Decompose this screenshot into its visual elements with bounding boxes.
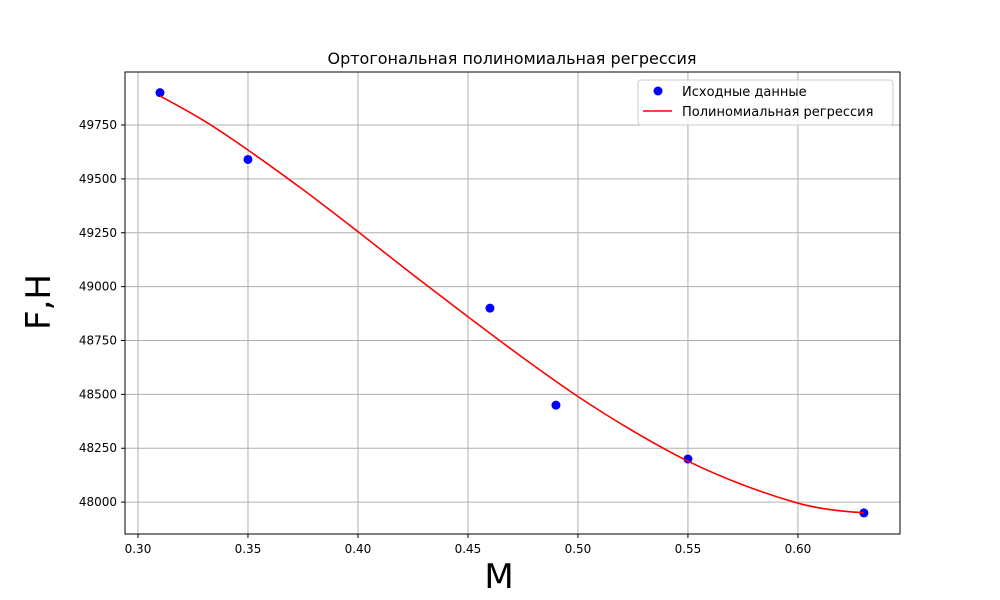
y-tick-label: 49750 [79, 118, 117, 132]
y-tick-label: 49250 [79, 226, 117, 240]
regression-line [159, 95, 865, 514]
x-tick-label: 0.40 [345, 542, 372, 556]
y-tick-label: 48750 [79, 333, 117, 347]
x-tick-label: 0.55 [675, 542, 702, 556]
data-point [551, 400, 561, 410]
grid [125, 72, 900, 534]
y-tick-label: 48000 [79, 495, 117, 509]
x-tick-label: 0.50 [565, 542, 592, 556]
x-tick-label: 0.30 [125, 542, 152, 556]
data-point [155, 88, 165, 98]
x-tick-label: 0.35 [235, 542, 262, 556]
legend-frame [637, 79, 894, 126]
x-tick-label: 0.45 [455, 542, 482, 556]
y-tick-label: 49000 [79, 280, 117, 294]
data-point [683, 454, 693, 464]
y-axis-label: F,H [19, 274, 59, 330]
legend-label-line: Полиномиальная регрессия [682, 105, 873, 120]
y-tick-label: 49500 [79, 172, 117, 186]
x-tick-label: 0.60 [785, 542, 812, 556]
y-tick-label: 48250 [79, 441, 117, 455]
data-point [485, 303, 495, 313]
x-axis: 0.30 0.35 0.40 0.45 0.50 0.55 0.60 [125, 534, 812, 556]
y-axis: 48000 48250 48500 48750 49000 49250 49500 49750 [79, 118, 125, 509]
legend-label-scatter: Исходные данные [682, 85, 807, 100]
axes-frame [124, 71, 901, 535]
chart-title: Ортогональная полиномиальная регрессия [327, 49, 696, 68]
y-tick-label: 48500 [79, 387, 117, 401]
data-point [243, 154, 253, 164]
legend-marker-scatter [653, 86, 663, 96]
legend: Исходные данные Полиномиальная регрессия [637, 79, 894, 126]
plot-area [155, 88, 869, 518]
x-axis-label: M [484, 557, 513, 597]
